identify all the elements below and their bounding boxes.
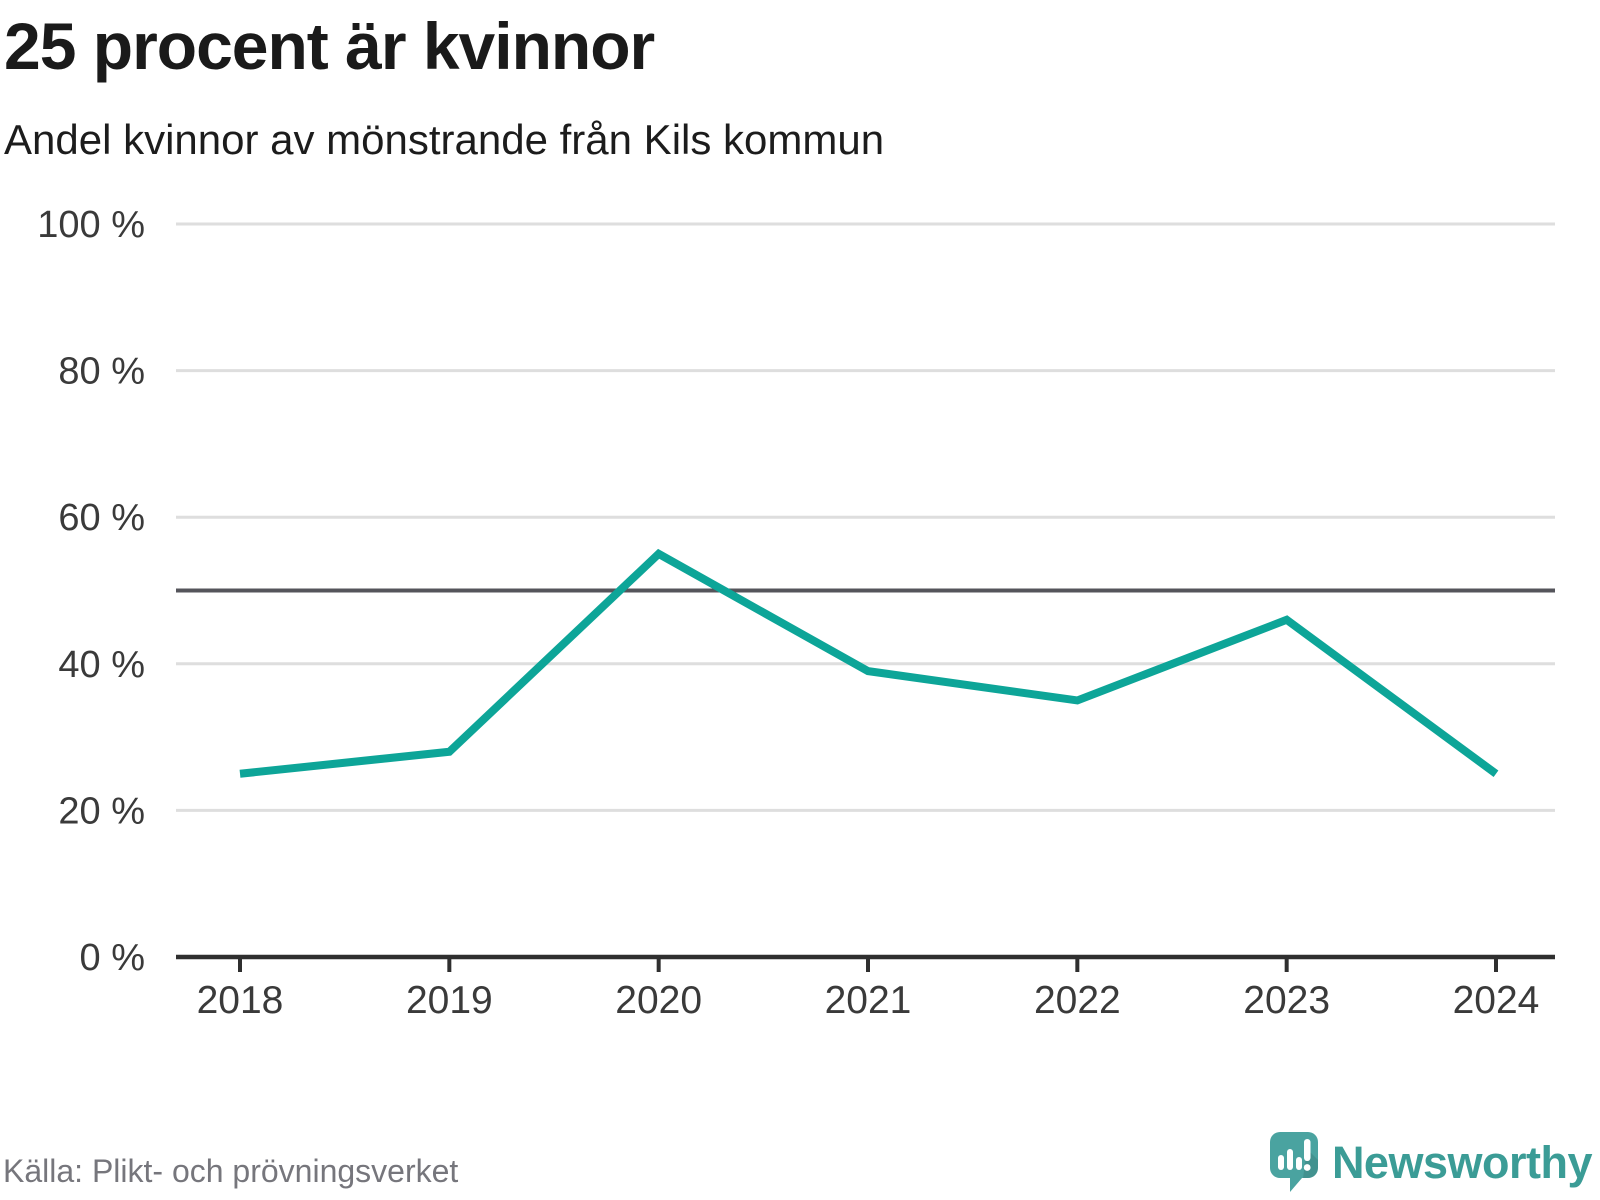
newsworthy-logo-text: Newsworthy bbox=[1331, 1137, 1593, 1188]
source-caption: Källa: Plikt- och prövningsverket bbox=[3, 1153, 459, 1189]
x-axis-tick-label: 2024 bbox=[1453, 979, 1540, 1022]
x-axis-tick-label: 2020 bbox=[615, 979, 702, 1022]
x-axis-tick-label: 2018 bbox=[197, 979, 284, 1022]
y-axis-tick-label: 80 % bbox=[58, 351, 145, 393]
x-axis-tick-label: 2021 bbox=[825, 979, 912, 1022]
y-axis-tick-label: 40 % bbox=[58, 644, 145, 686]
x-axis-tick-label: 2022 bbox=[1034, 979, 1121, 1022]
y-axis-tick-label: 0 % bbox=[80, 937, 145, 979]
chart-title: 25 procent är kvinnor bbox=[4, 9, 655, 83]
y-axis-tick-label: 20 % bbox=[58, 790, 145, 832]
chart-subtitle: Andel kvinnor av mönstrande från Kils ko… bbox=[4, 116, 885, 163]
data-series-line bbox=[239, 548, 1499, 778]
x-axis-tick-label: 2023 bbox=[1243, 979, 1330, 1022]
x-axis-tick-label: 2019 bbox=[406, 979, 493, 1022]
newsworthy-logo-icon bbox=[1269, 1132, 1318, 1192]
newsworthy-logo: Newsworthy bbox=[1269, 1132, 1593, 1194]
y-axis-tick-label: 60 % bbox=[58, 497, 145, 539]
y-axis-tick-label: 100 % bbox=[37, 204, 145, 246]
